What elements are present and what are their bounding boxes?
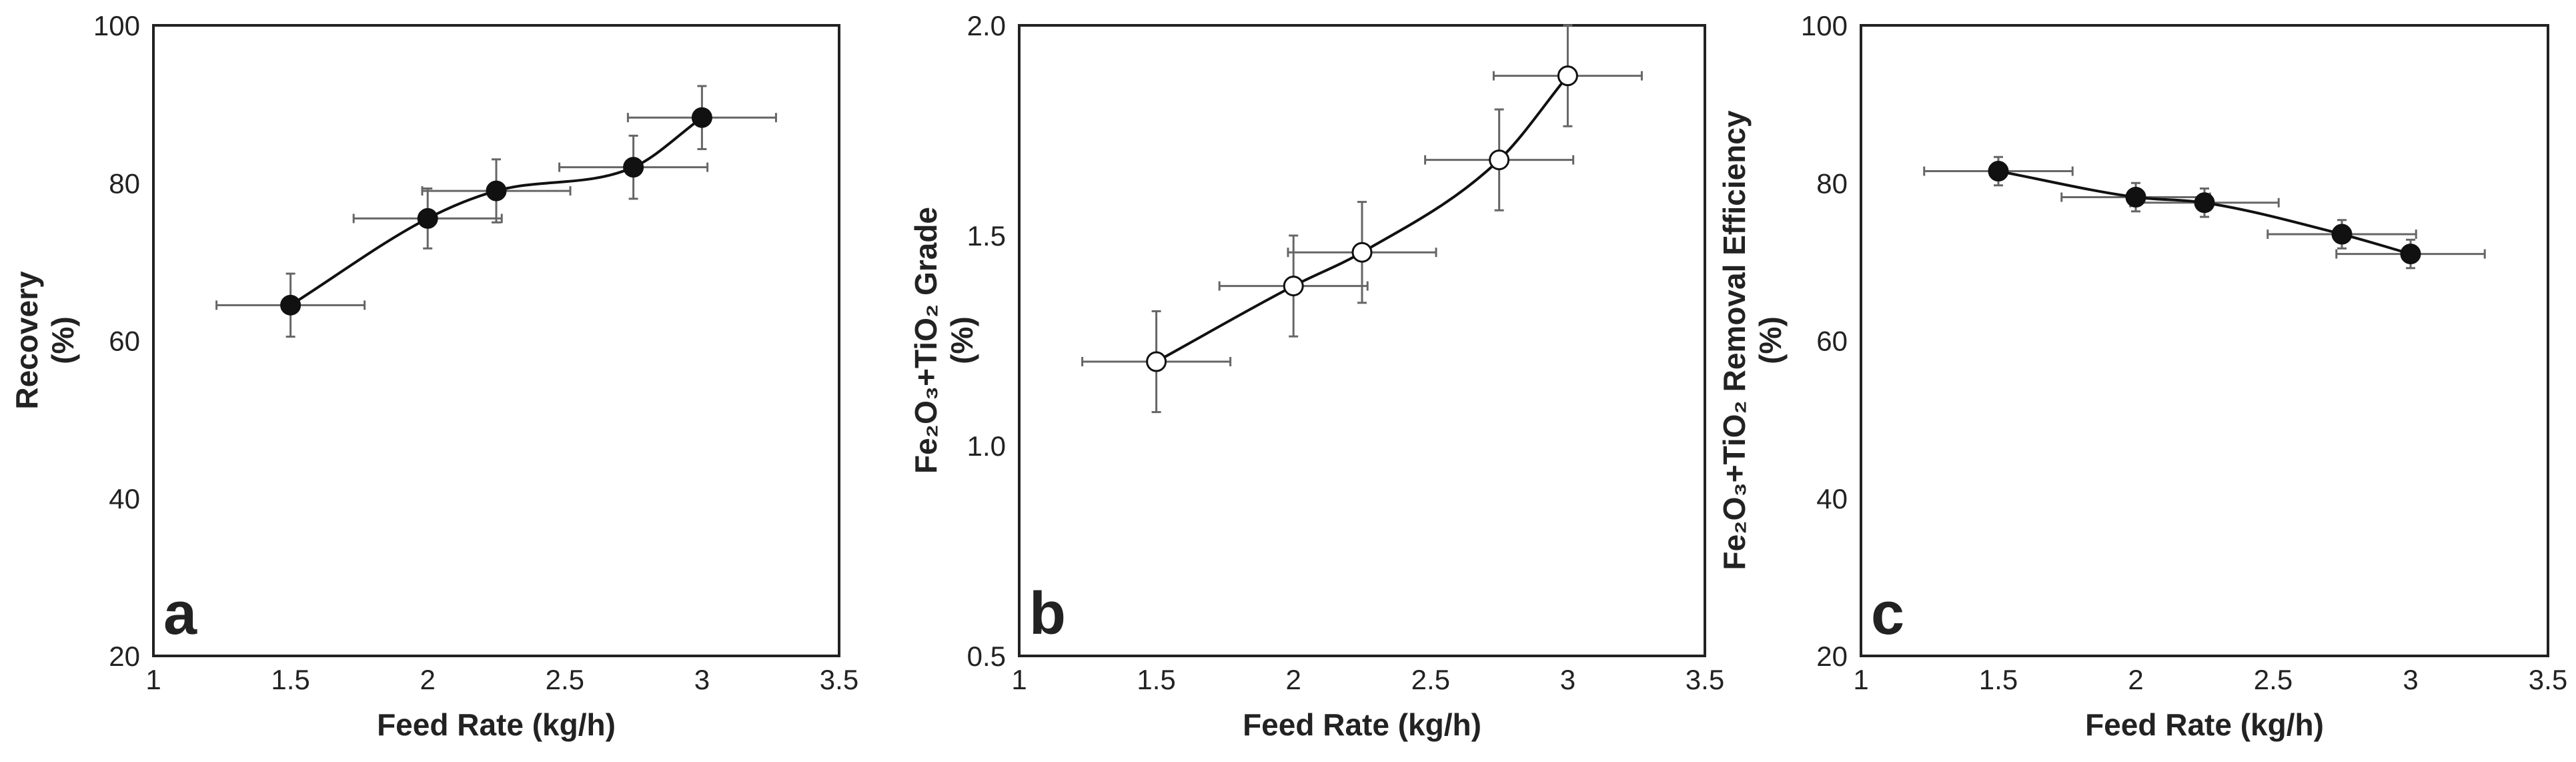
x-tick-label: 1.5 — [271, 664, 309, 695]
x-tick-label: 2.5 — [2254, 664, 2293, 695]
x-tick-label: 3.5 — [820, 664, 858, 695]
data-point — [486, 180, 507, 202]
y-axis-unit: (%) — [45, 316, 80, 364]
y-axis-title: Fe₂O₃+TiO₂ Grade — [908, 207, 943, 474]
x-ticks: 1 1.5 2 2.5 3 3.5 — [145, 664, 858, 695]
x-tick-label: 3 — [2403, 664, 2418, 695]
x-tick-label: 2.5 — [546, 664, 584, 695]
y-tick-label: 1.5 — [967, 220, 1006, 252]
data-point — [2125, 187, 2146, 208]
y-tick-label: 0.5 — [967, 641, 1006, 672]
x-tick-label: 2 — [1286, 664, 1301, 695]
y-tick-label: 80 — [1816, 167, 1848, 199]
data-point — [1489, 149, 1510, 171]
panel-c: 1 1.5 2 2.5 3 3.5 20 40 60 80 100 c Feed Rate (kg… — [1717, 10, 2567, 742]
x-tick-label: 2.5 — [1411, 664, 1450, 695]
y-tick-label: 2.0 — [967, 10, 1006, 41]
y-ticks: 20 40 60 80 100 — [1801, 10, 1848, 672]
data-point — [280, 294, 301, 316]
data-point — [2331, 224, 2353, 245]
panel-letter: b — [1029, 581, 1066, 647]
y-tick-label: 1.0 — [967, 430, 1006, 462]
x-ticks: 1 1.5 2 2.5 3 3.5 — [1011, 664, 1724, 695]
y-tick-label: 60 — [109, 326, 140, 357]
x-axis-title: Feed Rate (kg/h) — [2085, 707, 2324, 742]
data-point — [2400, 244, 2421, 265]
data-marks — [1081, 24, 1643, 414]
data-point — [691, 107, 712, 128]
y-tick-label: 40 — [109, 483, 140, 514]
y-tick-label: 100 — [93, 10, 140, 41]
panel-letter: c — [1871, 581, 1904, 647]
y-axis-unit: (%) — [1753, 316, 1788, 364]
panel-letter: a — [163, 581, 197, 647]
y-axis-unit: (%) — [944, 316, 979, 364]
y-axis-title: Recovery — [9, 271, 44, 410]
plot-frame — [152, 24, 840, 657]
panel-b: 1 1.5 2 2.5 3 3.5 0.5 1.0 1.5 2.0 b Feed Rate (k… — [908, 10, 1724, 742]
y-tick-label: 40 — [1816, 483, 1848, 514]
data-marks — [215, 85, 777, 338]
x-ticks: 1 1.5 2 2.5 3 3.5 — [1853, 664, 2567, 695]
data-point — [2194, 192, 2215, 214]
x-axis-title: Feed Rate (kg/h) — [1243, 707, 1481, 742]
y-axis-title: Fe₂O₃+TiO₂ Removal Efficiency — [1717, 110, 1752, 570]
plot-frame — [1860, 24, 2549, 657]
panel-a: 1 1.5 2 2.5 3 3.5 20 40 60 80 100 a Feed Rate (kg… — [9, 10, 858, 742]
y-tick-label: 20 — [1816, 641, 1848, 672]
data-point — [1557, 65, 1578, 87]
y-tick-label: 60 — [1816, 326, 1848, 357]
data-point — [1146, 351, 1167, 372]
data-point — [623, 157, 644, 178]
data-point — [1283, 276, 1304, 297]
y-ticks: 20 40 60 80 100 — [93, 10, 140, 672]
x-tick-label: 2 — [420, 664, 436, 695]
y-tick-label: 100 — [1801, 10, 1848, 41]
x-tick-label: 1.5 — [1137, 664, 1175, 695]
x-tick-label: 3 — [1560, 664, 1575, 695]
x-tick-label: 1 — [145, 664, 161, 695]
x-tick-label: 1 — [1011, 664, 1027, 695]
y-tick-label: 20 — [109, 641, 140, 672]
x-tick-label: 2 — [2128, 664, 2143, 695]
x-tick-label: 1.5 — [1979, 664, 2018, 695]
y-tick-label: 80 — [109, 167, 140, 199]
x-tick-label: 3 — [694, 664, 710, 695]
data-marks — [1923, 155, 2486, 270]
data-point — [417, 208, 438, 229]
x-axis-title: Feed Rate (kg/h) — [377, 707, 616, 742]
plot-frame — [1018, 24, 1706, 657]
x-tick-label: 3.5 — [2529, 664, 2567, 695]
x-tick-label: 1 — [1853, 664, 1868, 695]
x-tick-label: 3.5 — [1686, 664, 1724, 695]
data-point — [1351, 242, 1373, 263]
y-ticks: 0.5 1.0 1.5 2.0 — [967, 10, 1006, 672]
data-point — [1988, 161, 2009, 182]
